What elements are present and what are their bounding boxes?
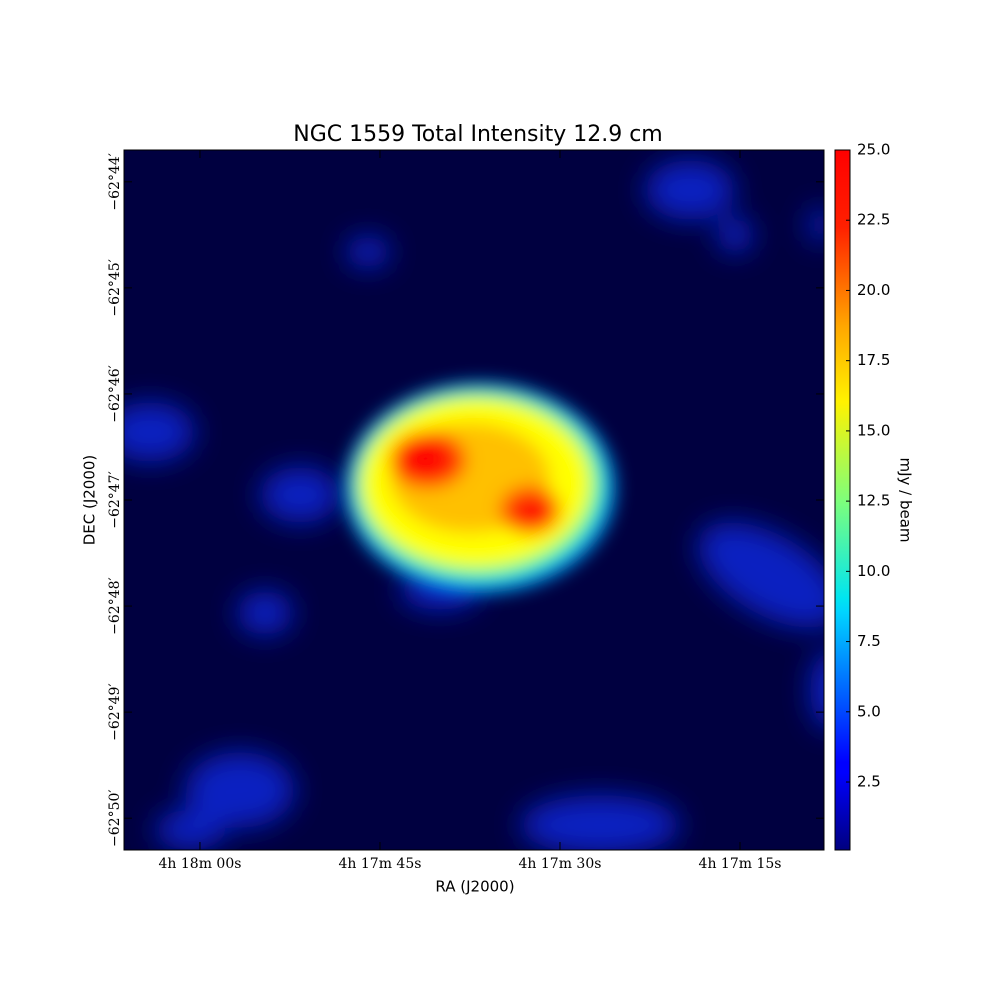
x-tick-label: 4h 17m 45s xyxy=(339,856,422,872)
y-tick-label: −62°45′ xyxy=(107,259,123,317)
y-tick-label: −62°50′ xyxy=(107,789,123,847)
y-tick-label: −62°44′ xyxy=(107,153,123,211)
colorbar-tick-label: 20.0 xyxy=(857,281,890,299)
x-tick-label: 4h 18m 00s xyxy=(159,856,242,872)
colorbar-tick-label: 7.5 xyxy=(857,632,881,650)
x-tick-label: 4h 17m 15s xyxy=(699,856,782,872)
colorbar-tick-label: 10.0 xyxy=(857,562,890,580)
colorbar-tick-label: 15.0 xyxy=(857,421,890,439)
chart-title: NGC 1559 Total Intensity 12.9 cm xyxy=(293,122,662,147)
x-axis-label: RA (J2000) xyxy=(435,878,514,896)
y-tick-label: −62°46′ xyxy=(107,365,123,423)
colorbar-tick-label: 5.0 xyxy=(857,702,881,720)
colorbar xyxy=(834,149,851,851)
colorbar-tick-label: 17.5 xyxy=(857,351,890,369)
y-axis-label: DEC (J2000) xyxy=(81,455,99,546)
y-tick-label: −62°49′ xyxy=(107,683,123,741)
y-tick-label: −62°47′ xyxy=(107,471,123,529)
colorbar-tick-label: 25.0 xyxy=(857,141,890,159)
intensity-image xyxy=(124,150,824,850)
colorbar-tick-label: 22.5 xyxy=(857,211,890,229)
colorbar-label: mJy / beam xyxy=(897,457,915,542)
x-tick-label: 4h 17m 30s xyxy=(519,856,602,872)
y-tick-label: −62°48′ xyxy=(107,577,123,635)
colorbar-tick-label: 12.5 xyxy=(857,492,890,510)
colorbar-tick-label: 2.5 xyxy=(857,773,881,791)
